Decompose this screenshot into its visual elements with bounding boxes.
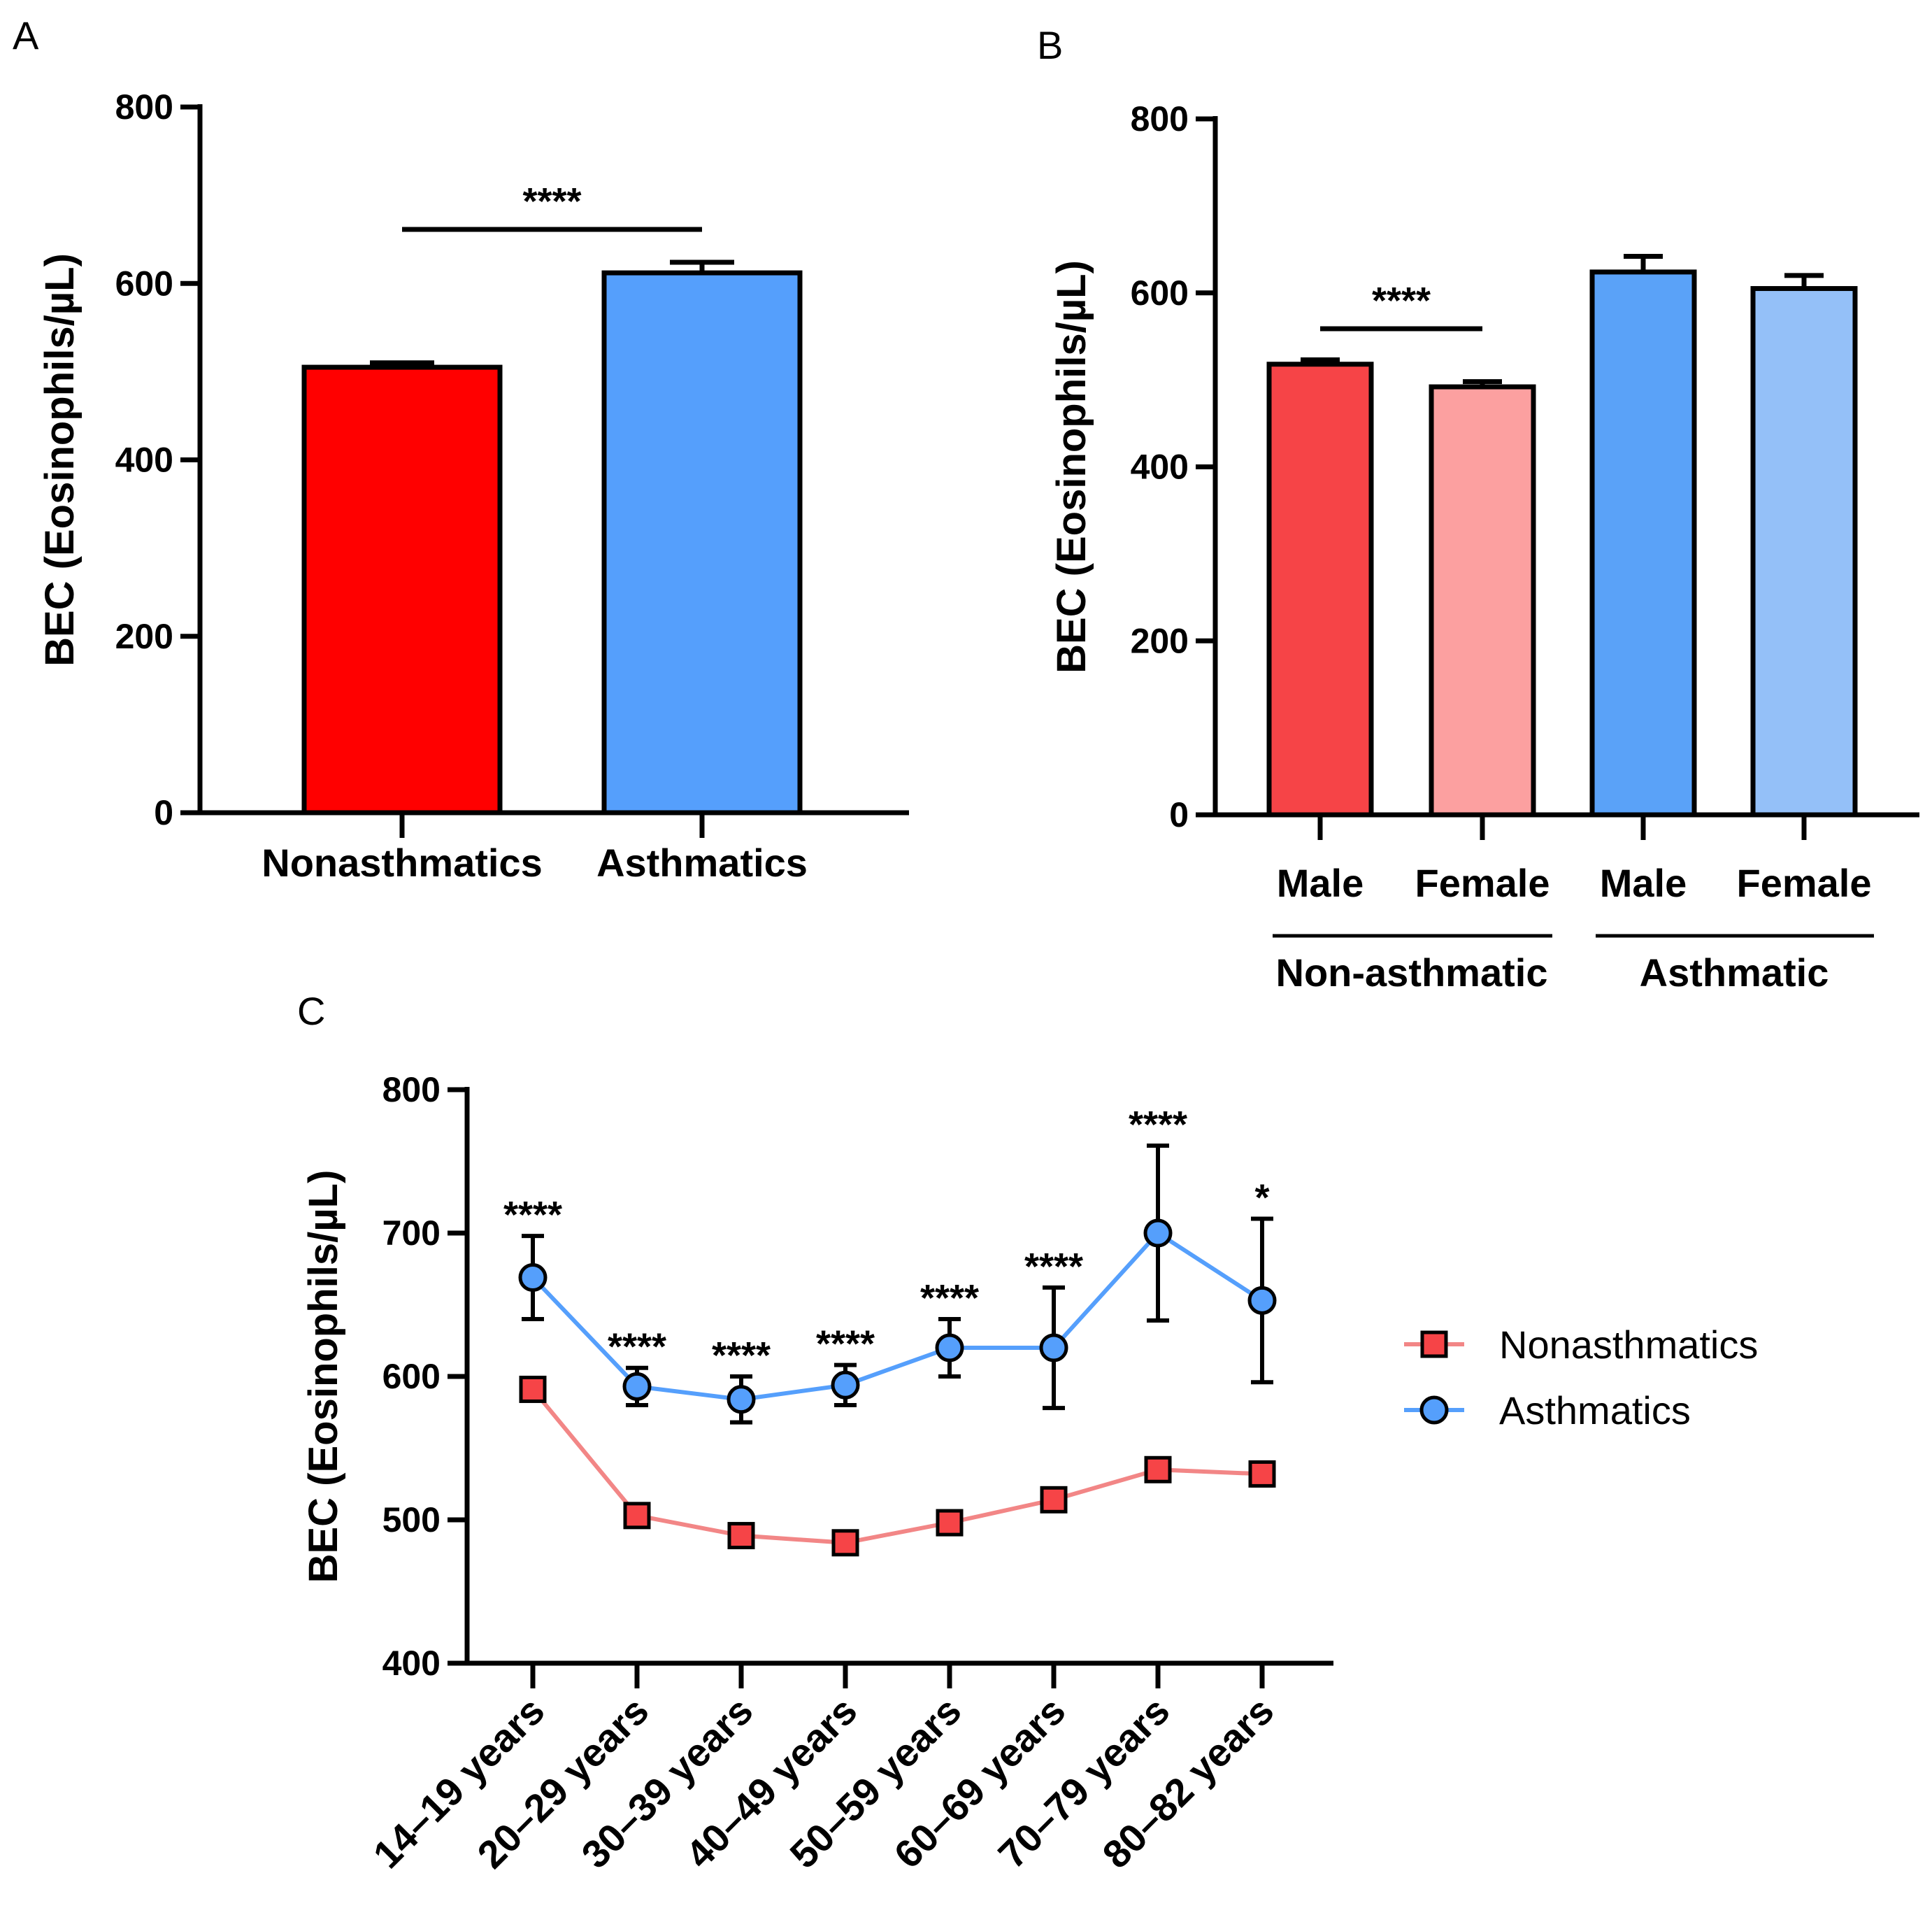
significance-label: **** <box>712 1334 771 1376</box>
x-tick-label: Male <box>1600 861 1687 905</box>
data-point <box>1143 1218 1173 1248</box>
data-point <box>727 1385 756 1414</box>
panel-b-chart: 0 200 400 600 800 BEC (Eosinophils/µL) Male Fem… <box>1049 99 1919 995</box>
significance-label: * <box>1254 1177 1269 1219</box>
y-axis-title: BEC (Eosinophils/µL) <box>37 253 83 667</box>
y-tick-label: 400 <box>115 441 173 480</box>
x-tick-label: Asthmatics <box>596 841 808 885</box>
significance-label: **** <box>1372 280 1431 322</box>
y-tick-label: 800 <box>1131 99 1189 138</box>
data-point <box>1248 1460 1276 1488</box>
panel-label-a: A <box>13 13 39 57</box>
significance-label: **** <box>608 1326 666 1368</box>
significance-label: **** <box>503 1194 562 1236</box>
x-tick-label: Female <box>1737 861 1872 905</box>
data-point <box>519 1375 547 1403</box>
bar <box>1266 362 1374 818</box>
data-point <box>936 1509 964 1537</box>
series-line <box>531 1388 1263 1545</box>
panel-label-c: C <box>297 989 325 1033</box>
y-tick-label: 200 <box>1131 621 1189 660</box>
y-tick-label: 0 <box>154 793 173 832</box>
bar <box>301 364 503 816</box>
data-point <box>1039 1333 1068 1362</box>
data-point <box>1247 1286 1277 1315</box>
y-tick-label: 600 <box>382 1357 441 1396</box>
data-point <box>622 1372 652 1401</box>
significance-label: **** <box>522 180 581 222</box>
y-tick-label: 400 <box>382 1644 441 1683</box>
significance-label: **** <box>1024 1246 1083 1288</box>
y-axis-title: BEC (Eosinophils/µL) <box>1049 260 1094 674</box>
group-label: Asthmatic <box>1640 951 1829 995</box>
x-tick-label: Female <box>1415 861 1550 905</box>
data-point <box>518 1263 548 1293</box>
panel-a-chart: 0 200 400 600 800 BEC (Eosinophils/µL) Nonasth… <box>37 87 909 885</box>
y-tick-label: 500 <box>382 1500 441 1539</box>
x-tick-label: Male <box>1277 861 1364 905</box>
data-point <box>831 1529 859 1557</box>
data-point <box>1144 1455 1172 1483</box>
y-tick-label: 0 <box>1169 795 1189 834</box>
legend-marker <box>1419 1395 1449 1425</box>
bar <box>1589 269 1697 818</box>
legend-label: Nonasthmatics <box>1499 1323 1758 1367</box>
bar <box>1429 384 1536 818</box>
y-tick-label: 400 <box>1131 448 1189 487</box>
bar <box>601 270 803 816</box>
y-tick-label: 600 <box>115 264 173 303</box>
legend-marker <box>1420 1330 1448 1358</box>
data-point <box>831 1370 860 1400</box>
data-point <box>1040 1486 1068 1514</box>
series-line <box>531 1230 1264 1402</box>
x-tick-label: Nonasthmatics <box>262 841 542 885</box>
data-point <box>935 1333 964 1362</box>
significance-label: **** <box>816 1323 875 1365</box>
y-tick-label: 200 <box>115 617 173 656</box>
y-tick-label: 800 <box>382 1070 441 1109</box>
significance-label: **** <box>1129 1104 1187 1146</box>
panel-label-b: B <box>1037 23 1063 67</box>
y-tick-label: 700 <box>382 1213 441 1253</box>
data-point <box>727 1522 755 1550</box>
y-tick-label: 600 <box>1131 273 1189 313</box>
significance-label: **** <box>920 1277 979 1319</box>
legend-label: Asthmatics <box>1499 1388 1691 1432</box>
bar <box>1750 286 1858 818</box>
y-axis-title: BEC (Eosinophils/µL) <box>301 1170 346 1583</box>
y-tick-label: 800 <box>115 87 173 127</box>
group-label: Non-asthmatic <box>1276 951 1548 995</box>
data-point <box>623 1502 651 1530</box>
